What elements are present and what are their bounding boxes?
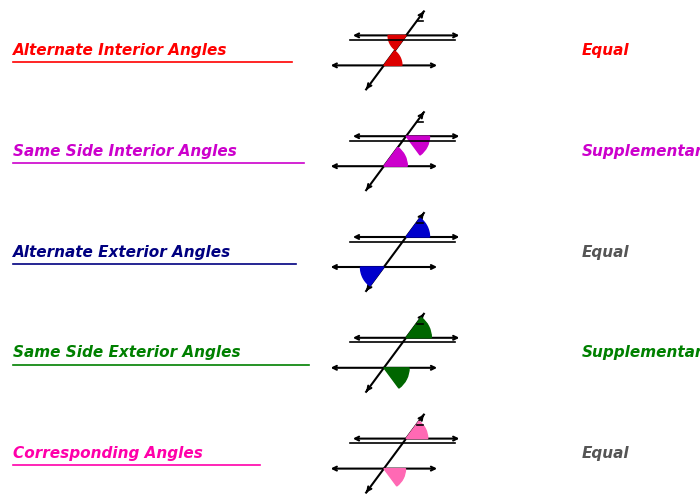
- Wedge shape: [384, 469, 405, 486]
- Text: Equal: Equal: [582, 446, 629, 461]
- Text: Alternate Exterior Angles: Alternate Exterior Angles: [13, 244, 231, 260]
- Text: Same Side Exterior Angles: Same Side Exterior Angles: [13, 345, 241, 360]
- Text: Alternate Interior Angles: Alternate Interior Angles: [13, 43, 228, 58]
- Text: Supplementary: Supplementary: [582, 345, 700, 360]
- Text: Equal: Equal: [582, 244, 629, 260]
- Text: Same Side Interior Angles: Same Side Interior Angles: [13, 144, 237, 159]
- Polygon shape: [360, 267, 384, 286]
- Text: Corresponding Angles: Corresponding Angles: [13, 446, 203, 461]
- Wedge shape: [406, 318, 431, 338]
- Wedge shape: [384, 368, 409, 388]
- Polygon shape: [384, 51, 402, 66]
- Wedge shape: [384, 147, 407, 166]
- Text: Equal: Equal: [582, 43, 629, 58]
- Wedge shape: [406, 136, 430, 155]
- Polygon shape: [406, 218, 430, 237]
- Polygon shape: [388, 35, 406, 50]
- Text: Supplementary: Supplementary: [582, 144, 700, 159]
- Wedge shape: [406, 421, 428, 438]
